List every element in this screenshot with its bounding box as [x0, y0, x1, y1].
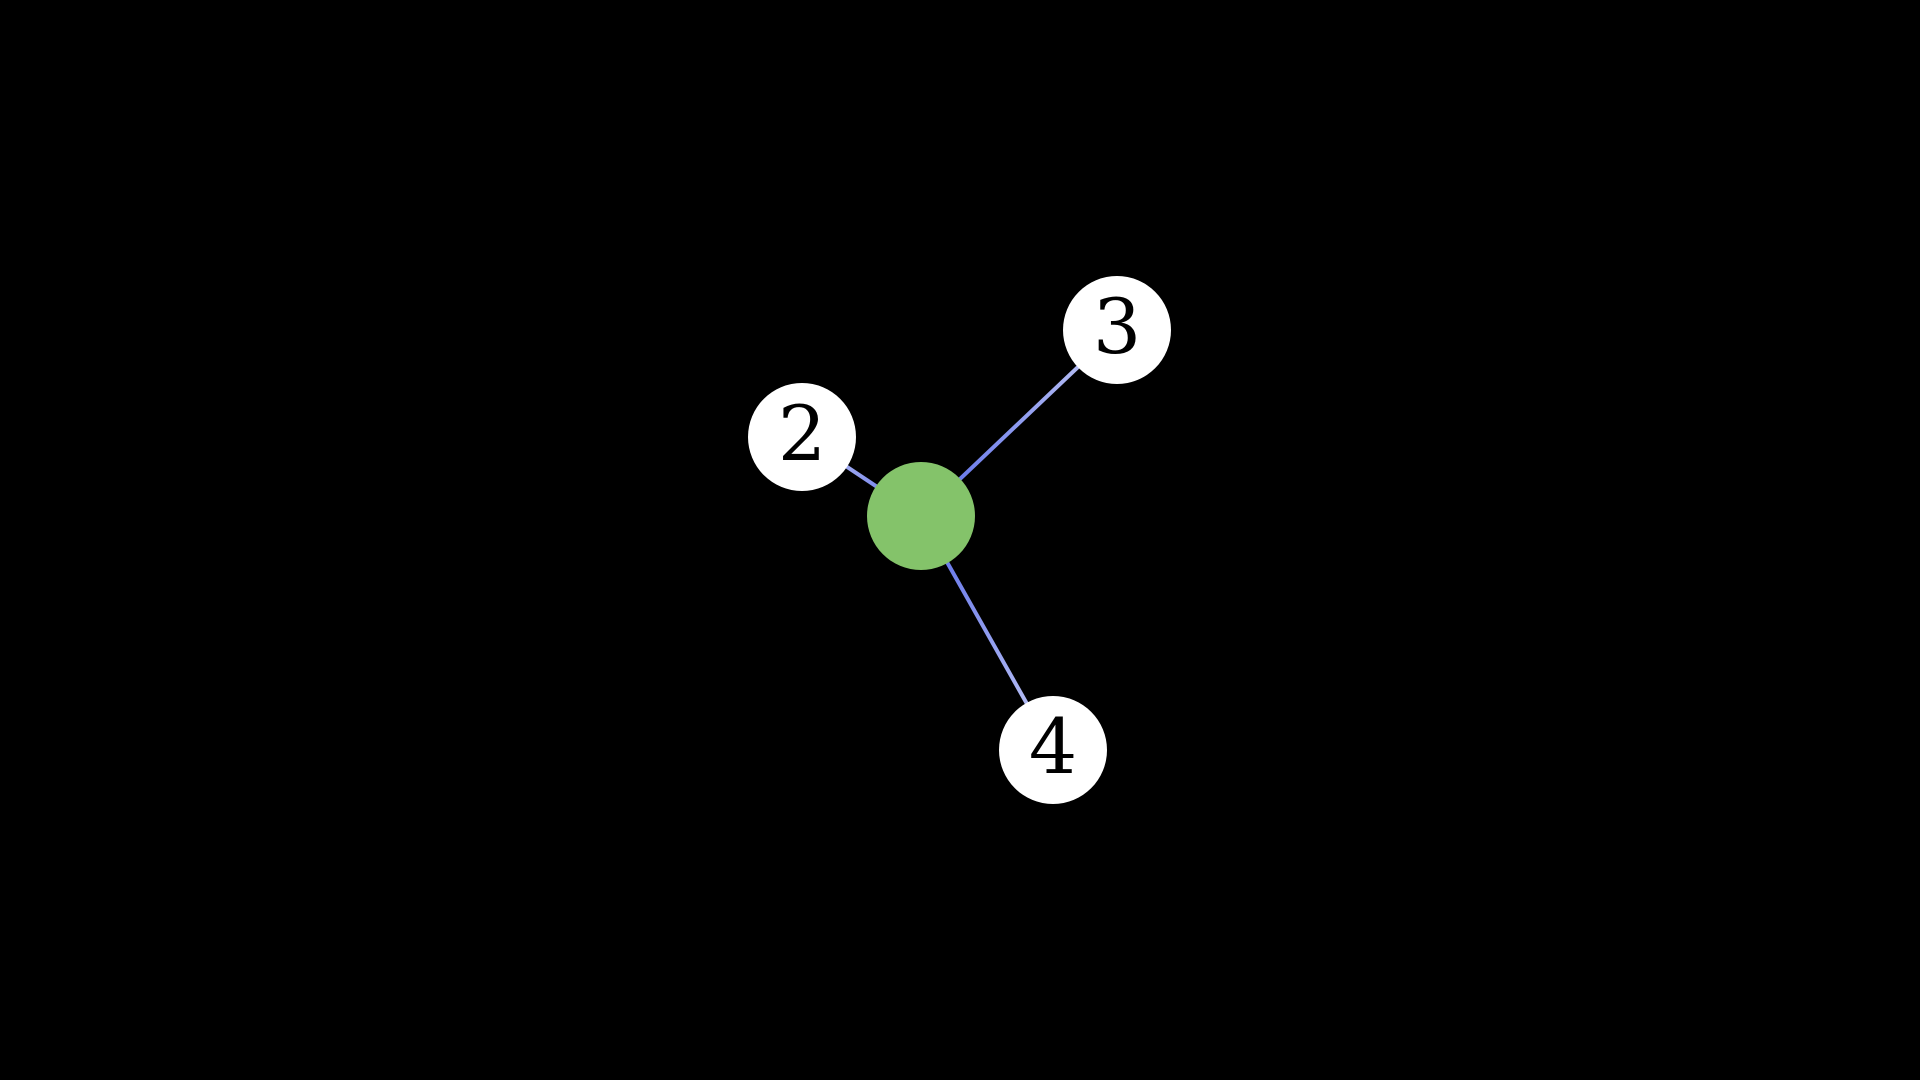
node-2: 2: [748, 383, 856, 491]
node-4-label: 4: [1029, 702, 1077, 791]
node-3: 3: [1063, 276, 1171, 384]
node-2-circle: [748, 383, 856, 491]
node-3-label: 3: [1093, 282, 1141, 371]
center-node: [867, 462, 975, 570]
node-4-circle: [999, 696, 1107, 804]
node-3-circle: [1063, 276, 1171, 384]
node-2-label: 2: [778, 389, 826, 478]
node-4: 4: [999, 696, 1107, 804]
